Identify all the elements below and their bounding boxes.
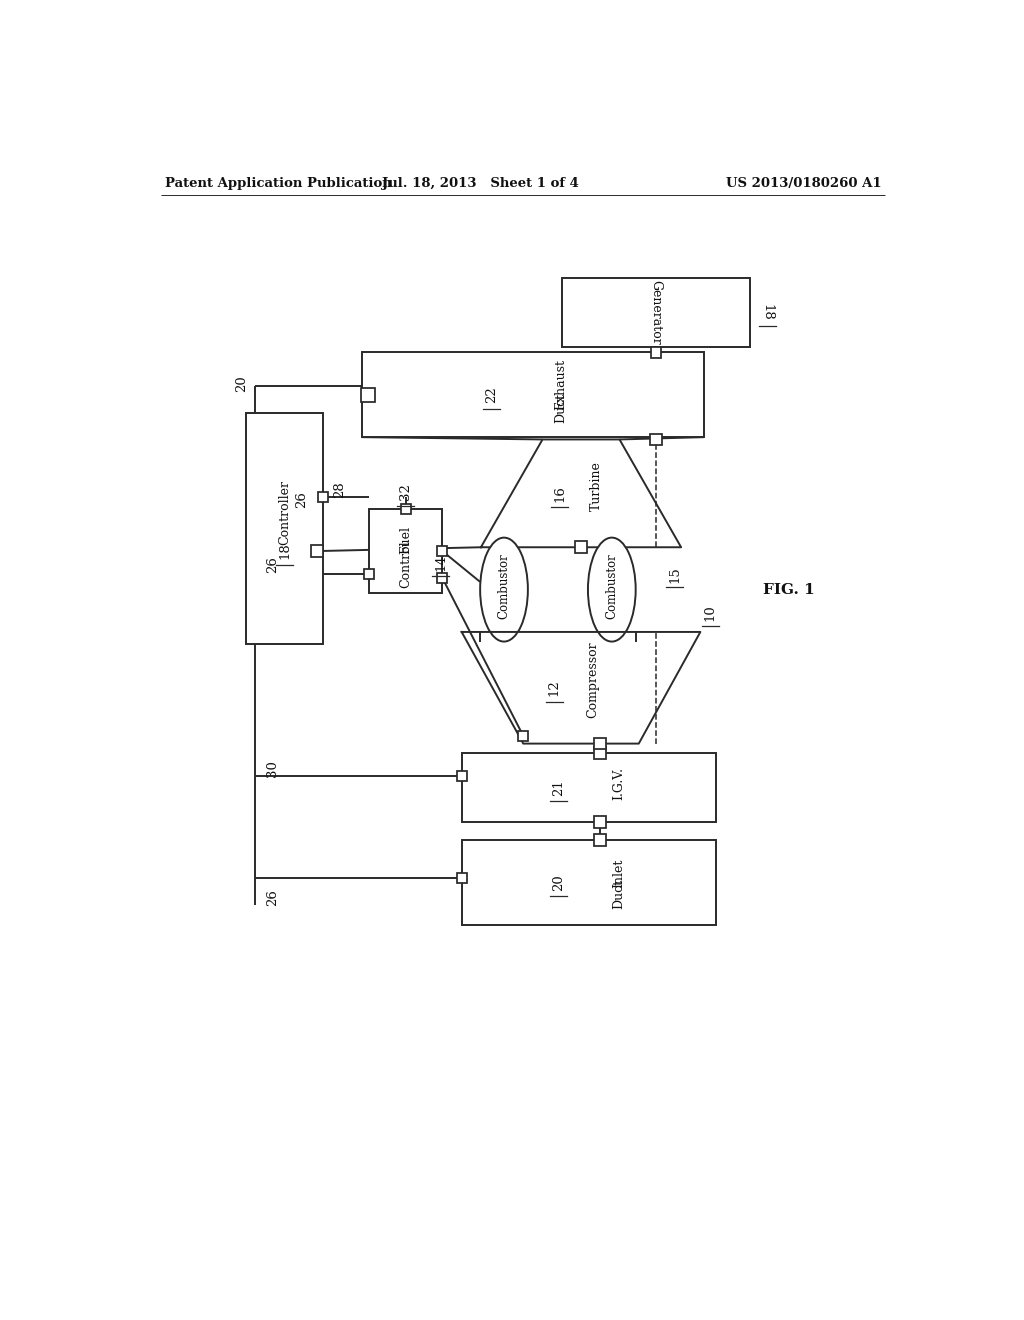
Text: 20: 20: [552, 874, 564, 891]
Bar: [595, 738, 606, 750]
Text: 30: 30: [266, 760, 279, 776]
Text: US 2013/0180260 A1: US 2013/0180260 A1: [726, 177, 882, 190]
Bar: [595, 816, 606, 828]
Bar: [462, 840, 716, 924]
Text: 26: 26: [295, 491, 308, 508]
Text: Control: Control: [399, 540, 413, 587]
Text: 14: 14: [434, 554, 447, 572]
Text: 18: 18: [761, 304, 774, 321]
Bar: [650, 434, 662, 445]
Bar: [360, 388, 375, 401]
Bar: [370, 508, 442, 594]
Text: 26: 26: [266, 890, 279, 906]
Text: Duct: Duct: [554, 393, 567, 422]
Text: FIG. 1: FIG. 1: [763, 582, 815, 597]
Text: 21: 21: [552, 779, 564, 796]
Text: 32: 32: [399, 483, 413, 500]
Bar: [518, 731, 528, 741]
Text: Combustor: Combustor: [498, 553, 511, 619]
Text: Combustor: Combustor: [605, 553, 618, 619]
Bar: [437, 546, 447, 556]
Text: Generator: Generator: [649, 280, 663, 345]
Text: 28: 28: [334, 480, 346, 498]
Text: 16: 16: [553, 484, 566, 502]
Text: 15: 15: [669, 566, 681, 582]
Polygon shape: [481, 440, 681, 548]
Text: Duct: Duct: [612, 879, 626, 908]
Text: Controller: Controller: [279, 480, 291, 545]
Ellipse shape: [588, 537, 636, 642]
Text: Exhaust: Exhaust: [554, 359, 567, 409]
Text: 12: 12: [548, 680, 560, 696]
Bar: [246, 412, 323, 644]
Bar: [575, 541, 587, 553]
Ellipse shape: [480, 537, 528, 642]
Bar: [595, 747, 606, 759]
Text: 18: 18: [279, 543, 291, 560]
Bar: [457, 771, 467, 781]
Text: Jul. 18, 2013   Sheet 1 of 4: Jul. 18, 2013 Sheet 1 of 4: [383, 177, 580, 190]
Text: Fuel: Fuel: [399, 527, 413, 554]
Bar: [318, 492, 328, 502]
Polygon shape: [462, 632, 700, 743]
Bar: [365, 569, 374, 579]
Text: 10: 10: [703, 605, 717, 622]
Text: 22: 22: [485, 387, 499, 403]
Bar: [562, 277, 751, 347]
Bar: [462, 752, 716, 822]
Bar: [400, 504, 411, 513]
Bar: [311, 545, 323, 557]
Bar: [595, 834, 606, 846]
Text: Inlet: Inlet: [612, 858, 626, 887]
Bar: [361, 352, 705, 437]
Bar: [437, 573, 447, 583]
Text: 26: 26: [266, 557, 279, 573]
Text: I.G.V.: I.G.V.: [612, 767, 626, 800]
Text: Patent Application Publication: Patent Application Publication: [165, 177, 392, 190]
Bar: [650, 347, 662, 358]
Text: Compressor: Compressor: [586, 642, 599, 718]
Text: 20: 20: [234, 376, 248, 392]
Text: Turbine: Turbine: [590, 461, 603, 511]
Bar: [457, 874, 467, 883]
